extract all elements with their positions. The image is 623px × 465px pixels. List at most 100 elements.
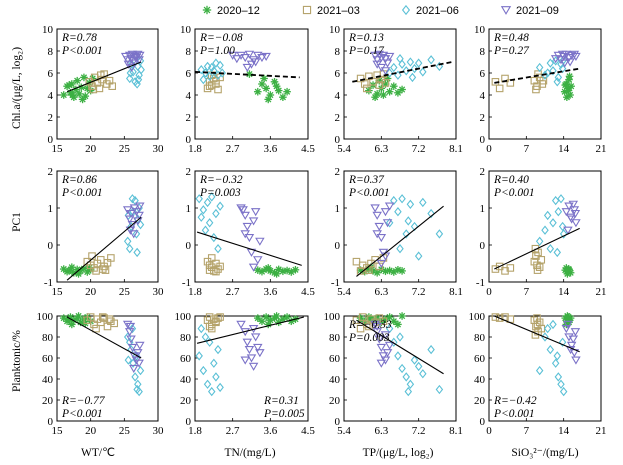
x-tick-label: 2.7 xyxy=(226,425,240,437)
point-2021-09 xyxy=(374,222,385,232)
y-ticks: 0 2 4 6 8 10 xyxy=(180,24,198,146)
x-ticks: 1.8 2.7 3.6 4.5 xyxy=(188,136,315,155)
point-2021-06 xyxy=(197,323,206,334)
y-tick-label: 1 xyxy=(335,203,341,215)
point-2021-09 xyxy=(127,221,138,230)
point-2021-06 xyxy=(390,337,398,347)
point-2021-09 xyxy=(124,215,135,224)
point-2020-12 xyxy=(272,82,281,90)
y-axis-titles: Chl.a/(μg/L, log₂) PC1 Planktonic/% xyxy=(11,47,23,392)
point-2021-06 xyxy=(385,218,394,228)
y-tick-label: 4 xyxy=(48,90,54,102)
point-2021-09 xyxy=(253,51,263,60)
y-tick-label: 0 xyxy=(480,134,486,146)
x-tick-label: 0 xyxy=(486,286,492,298)
point-2021-09 xyxy=(370,204,380,213)
point-2021-06 xyxy=(427,208,435,219)
x-tick-label: 7 xyxy=(524,286,530,298)
x-tick-label: 4.5 xyxy=(301,286,315,298)
point-2021-09 xyxy=(134,211,144,220)
panel-frame xyxy=(194,170,309,283)
point-2021-09 xyxy=(571,219,581,228)
y-tick-label: 80 xyxy=(329,332,341,344)
point-2021-03 xyxy=(352,257,361,266)
point-2021-09 xyxy=(378,352,389,361)
point-2021-06 xyxy=(427,344,435,355)
point-2021-09 xyxy=(236,320,246,329)
panel-a2: 1.8 2.7 3.6 4.5 0 2 4 6 8 10 R=−0.08P=1.00 xyxy=(180,24,315,155)
stat-p: P=0.27 xyxy=(493,45,530,57)
point-2021-09 xyxy=(372,211,382,220)
y-tick-label: 8 xyxy=(480,46,486,58)
x-axis-title-col4: SiO₃²⁻/(mg/L) xyxy=(511,447,578,459)
point-2021-03 xyxy=(207,254,216,262)
y-tick-label: 2 xyxy=(335,166,341,178)
point-2021-06 xyxy=(551,195,560,206)
point-2021-09 xyxy=(376,234,387,243)
stat-r: R=0.37 xyxy=(348,174,385,186)
point-2021-06 xyxy=(137,65,145,75)
y-tick-label: 6 xyxy=(480,68,486,80)
panel-c4: 0 7 14 21 0 20 40 60 80 100 R=−0.42P<0.001 xyxy=(469,311,607,437)
point-2020-12 xyxy=(365,86,373,95)
point-2021-06 xyxy=(128,194,137,204)
point-2021-09 xyxy=(134,359,144,368)
point-2021-06 xyxy=(396,54,404,64)
point-2021-09 xyxy=(568,200,579,209)
point-2020-12 xyxy=(398,267,406,275)
data-points xyxy=(491,194,581,278)
x-tick-label: 7.2 xyxy=(412,143,426,155)
panel-a1: 15 20 25 30 0 2 4 6 8 10 R=0.78P<0.001 xyxy=(42,24,164,155)
point-2020-12 xyxy=(78,95,87,104)
x-tick-label: 7 xyxy=(524,143,530,155)
point-2021-03 xyxy=(363,84,371,93)
point-2021-09 xyxy=(566,341,577,350)
stat-r: R=−0.42 xyxy=(493,395,537,407)
point-2021-09 xyxy=(553,51,564,60)
point-2021-06 xyxy=(546,344,555,355)
panel-a4: 0 7 14 21 0 2 4 6 8 10 R=0.48P=0.27 xyxy=(474,24,607,155)
x-ticks: 1.8 2.7 3.6 4.5 xyxy=(188,279,315,298)
point-2021-09 xyxy=(376,359,387,368)
point-2021-06 xyxy=(402,372,410,382)
point-2021-06 xyxy=(197,212,206,222)
legend-label-2021-09: 2021–09 xyxy=(516,5,559,17)
point-2020-12 xyxy=(389,317,398,326)
point-2021-06 xyxy=(435,229,444,239)
x-tick-label: 6.3 xyxy=(374,143,388,155)
panel-frame xyxy=(194,28,309,140)
point-2021-06 xyxy=(559,386,568,397)
point-2021-09 xyxy=(565,58,575,67)
point-2021-03 xyxy=(381,79,390,87)
point-2021-06 xyxy=(410,63,419,74)
point-2021-03 xyxy=(495,262,504,271)
point-2021-09 xyxy=(565,346,576,355)
y-tick-label: -1 xyxy=(44,277,53,289)
y-tick-label: 10 xyxy=(474,24,486,36)
point-2021-06 xyxy=(557,194,565,204)
point-2021-09 xyxy=(563,320,573,329)
x-ticks: 5.4 6.3 7.2 8.1 xyxy=(337,279,463,298)
x-tick-label: 30 xyxy=(153,425,165,437)
point-2021-03 xyxy=(214,85,222,94)
y-tick-label: 0 xyxy=(186,134,192,146)
point-2021-06 xyxy=(385,68,394,78)
y-ticks: 0 20 40 60 80 100 xyxy=(37,311,60,428)
y-tick-label: 4 xyxy=(186,90,192,102)
point-2021-06 xyxy=(549,319,557,330)
point-2021-09 xyxy=(382,349,393,358)
point-2021-09 xyxy=(248,263,259,272)
data-points xyxy=(59,194,145,278)
point-2021-03 xyxy=(356,324,365,333)
point-2021-03 xyxy=(379,317,388,326)
point-2021-06 xyxy=(549,218,557,228)
x-tick-label: 25 xyxy=(119,425,131,437)
point-2021-03 xyxy=(495,314,504,322)
x-tick-label: 30 xyxy=(153,286,165,298)
panel-b3: 5.4 6.3 7.2 8.1 -1 0 1 2 R=0.37P<0.001 xyxy=(331,166,463,298)
point-2021-06 xyxy=(396,244,404,254)
panel-c3: 5.4 6.3 7.2 8.1 0 20 40 60 80 100 R=−0.33P=0.003 xyxy=(324,311,463,437)
point-2021-09 xyxy=(135,202,145,211)
y-tick-label: 4 xyxy=(480,90,486,102)
